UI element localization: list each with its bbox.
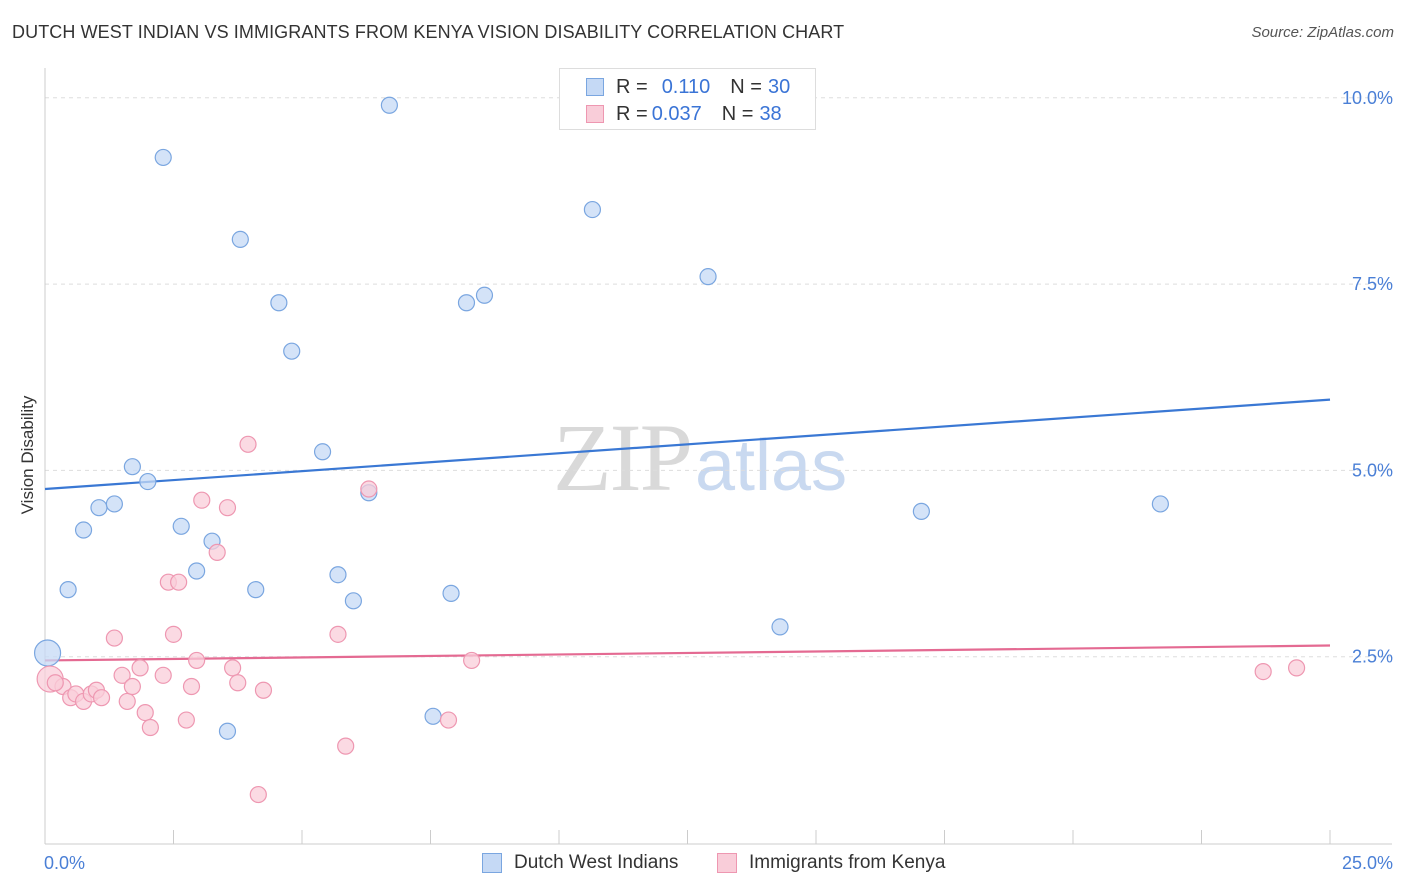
data-point-immigrants-from-kenya (254, 681, 273, 699)
data-point-immigrants-from-kenya (177, 711, 195, 729)
chart-source: Source: ZipAtlas.com (1251, 24, 1394, 41)
y-tick-label: 2.5% (1352, 647, 1393, 667)
data-point-immigrants-from-kenya (1287, 659, 1306, 677)
series-swatch-blue (482, 853, 502, 873)
y-axis-title: Vision Disability (18, 395, 37, 514)
data-point-dutch-west-indians (442, 584, 460, 602)
data-point-immigrants-from-kenya (141, 718, 159, 737)
data-point-dutch-west-indians (154, 148, 172, 167)
data-point-dutch-west-indians (1151, 495, 1169, 513)
data-point-dutch-west-indians (344, 592, 362, 610)
data-point-dutch-west-indians (313, 443, 332, 461)
data-point-dutch-west-indians (457, 294, 476, 312)
data-point-immigrants-from-kenya (1254, 663, 1272, 681)
data-point-immigrants-from-kenya (118, 692, 136, 711)
data-point-dutch-west-indians (123, 458, 141, 476)
data-point-dutch-west-indians (912, 502, 930, 520)
data-point-dutch-west-indians (380, 96, 398, 114)
data-point-dutch-west-indians (699, 268, 717, 286)
data-point-dutch-west-indians (329, 566, 347, 584)
data-point-dutch-west-indians (424, 707, 442, 725)
chart-title: DUTCH WEST INDIAN VS IMMIGRANTS FROM KEN… (12, 22, 845, 42)
y-tick-label: 7.5% (1352, 274, 1393, 294)
data-point-immigrants-from-kenya (239, 435, 257, 453)
data-point-immigrants-from-kenya (92, 689, 111, 707)
grid-layer (45, 97, 1392, 658)
legend-r-value: 0.110 (661, 75, 711, 98)
series-legend-label: Immigrants from Kenya (749, 852, 946, 873)
data-point-immigrants-from-kenya (46, 674, 64, 692)
y-tick-label: 5.0% (1352, 460, 1393, 480)
legend-r-label: R = (616, 102, 648, 125)
data-point-immigrants-from-kenya (337, 737, 355, 755)
data-point-dutch-west-indians (270, 294, 288, 312)
data-point-dutch-west-indians (475, 286, 494, 304)
data-point-immigrants-from-kenya (224, 659, 242, 677)
data-point-dutch-west-indians (90, 499, 108, 517)
labels-layer: 2.5% 5.0% 7.5% 10.0% 0.0% 25.0% Vision Disabil… (18, 88, 1393, 873)
data-point-immigrants-from-kenya (136, 703, 154, 722)
data-point-dutch-west-indians (172, 517, 190, 535)
points-layer (33, 96, 1306, 804)
trend-line-dutch-west-indians (44, 398, 1331, 491)
data-point-immigrants-from-kenya (360, 480, 378, 498)
y-tick-label: 10.0% (1342, 88, 1393, 108)
axis-layer (44, 68, 1392, 845)
series-swatch-pink (717, 853, 737, 873)
series-legend-dutch-west-indians: Dutch West Indians (482, 852, 678, 874)
data-point-dutch-west-indians (231, 230, 249, 248)
series-legend-label: Dutch West Indians (514, 852, 679, 873)
legend-row-immigrants-from-kenya: R = 0.037 N = 38 (586, 102, 782, 126)
data-point-immigrants-from-kenya (170, 573, 188, 591)
data-point-immigrants-from-kenya (439, 711, 458, 729)
x-tick-label-min: 0.0% (44, 853, 85, 873)
data-point-immigrants-from-kenya (208, 543, 226, 561)
data-point-dutch-west-indians (59, 581, 77, 599)
data-point-immigrants-from-kenya (123, 677, 141, 696)
data-point-dutch-west-indians (105, 495, 123, 513)
legend-r-value: 0.037 (651, 102, 702, 125)
data-point-immigrants-from-kenya (229, 674, 247, 692)
trend-line-immigrants-from-kenya (44, 644, 1331, 662)
legend-row-dutch-west-indians: R = 0.110 N = 30 (586, 75, 790, 99)
legend-n-label: N = (730, 75, 762, 98)
data-point-immigrants-from-kenya (193, 491, 211, 509)
legend-swatch-pink (586, 105, 604, 123)
legend-swatch-blue (586, 78, 604, 96)
data-point-dutch-west-indians (583, 200, 602, 219)
data-point-immigrants-from-kenya (329, 625, 347, 643)
data-point-immigrants-from-kenya (113, 666, 131, 684)
data-point-dutch-west-indians (74, 521, 93, 539)
legend-n-label: N = (721, 102, 754, 125)
data-point-dutch-west-indians (247, 581, 265, 599)
correlation-legend: R = 0.110 N = 30 R = 0.037 N = 38 (559, 68, 816, 130)
data-point-immigrants-from-kenya (182, 677, 201, 696)
data-point-immigrants-from-kenya (188, 651, 206, 670)
data-point-immigrants-from-kenya (463, 651, 481, 670)
series-legend: Dutch West Indians Immigrants from Kenya (0, 852, 1406, 878)
legend-n-value: 30 (767, 75, 791, 98)
data-point-immigrants-from-kenya (164, 625, 183, 643)
data-point-immigrants-from-kenya (131, 659, 149, 677)
data-point-immigrants-from-kenya (105, 629, 123, 647)
data-point-dutch-west-indians (33, 639, 62, 667)
data-point-dutch-west-indians (771, 618, 789, 636)
data-point-dutch-west-indians (218, 722, 237, 740)
trend-layer (44, 398, 1331, 662)
legend-r-label: R = (616, 75, 648, 98)
series-legend-immigrants-from-kenya: Immigrants from Kenya (717, 852, 945, 874)
data-point-immigrants-from-kenya (249, 785, 267, 804)
x-tick-label-max: 25.0% (1342, 853, 1393, 873)
data-point-dutch-west-indians (283, 342, 301, 360)
data-point-immigrants-from-kenya (218, 499, 237, 517)
data-point-dutch-west-indians (139, 472, 157, 491)
data-point-immigrants-from-kenya (154, 666, 172, 684)
legend-n-value: 38 (759, 102, 782, 125)
data-point-dutch-west-indians (188, 562, 206, 580)
